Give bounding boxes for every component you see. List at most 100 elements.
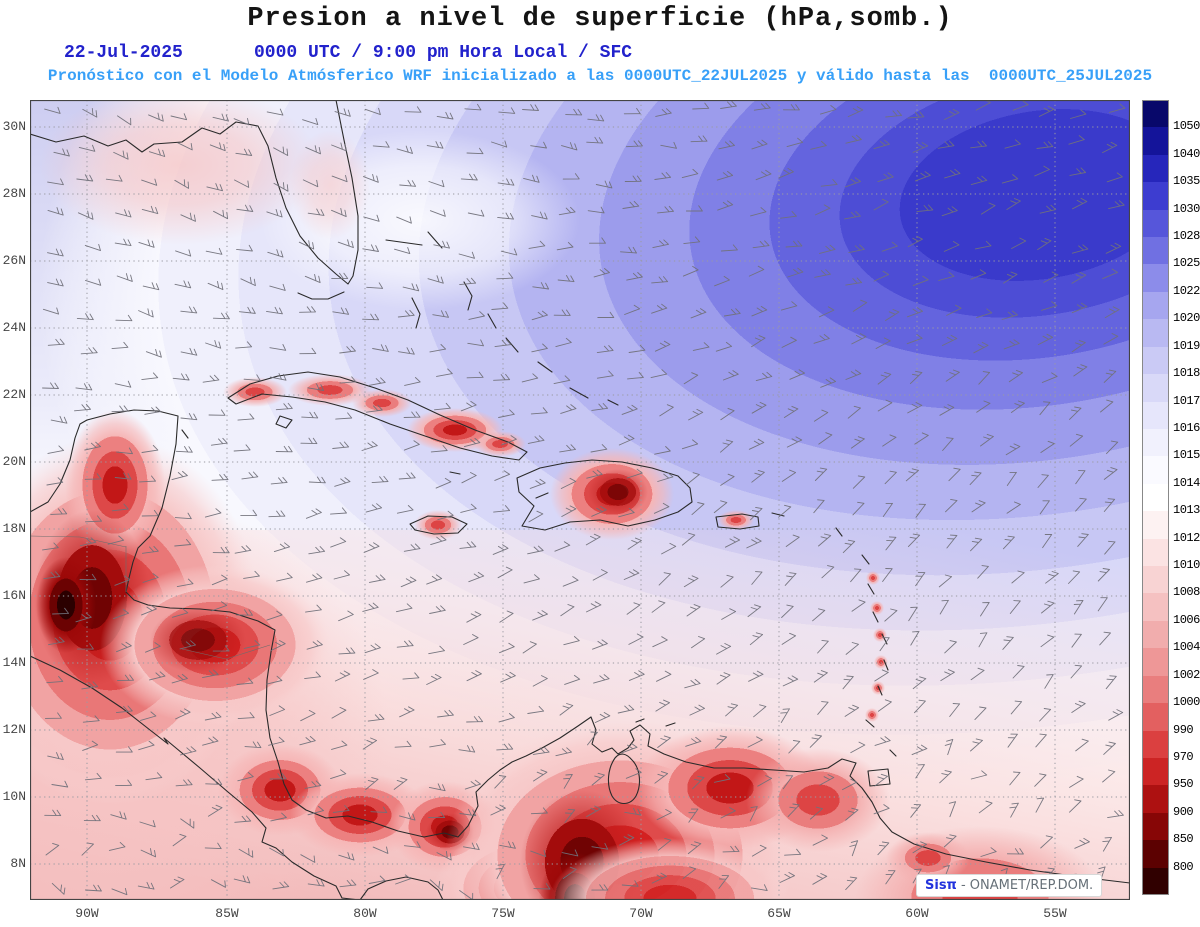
colorbar-segment [1142, 867, 1169, 896]
colorbar-label: 1025 [1173, 256, 1200, 271]
colorbar-segment [1142, 401, 1169, 430]
colorbar-segment [1142, 620, 1169, 649]
coast-pacific [29, 655, 444, 901]
colorbar-segment [1142, 100, 1169, 128]
colorbar-segment [1142, 237, 1169, 265]
lon-label: 90W [75, 906, 99, 921]
lat-label: 10N [2, 789, 26, 804]
colorbar-label: 1017 [1173, 393, 1200, 408]
watermark-brand: Sisπ [925, 878, 957, 893]
colorbar-label: 1014 [1173, 475, 1200, 490]
lat-label: 30N [2, 119, 26, 134]
colorbar-label: 1010 [1173, 558, 1200, 573]
colorbar-label: 1030 [1173, 201, 1200, 216]
colorbar-segment [1142, 785, 1169, 814]
run-time: 0000 UTC / 9:00 pm Hora Local / SFC [254, 43, 633, 63]
colorbar-segment [1142, 319, 1169, 348]
watermark-credit: - ONAMET/REP.DOM. [956, 878, 1094, 893]
colorbar-segment [1142, 127, 1169, 156]
colorbar-segment [1142, 182, 1169, 211]
colorbar-label: 950 [1173, 777, 1194, 792]
colorbar-label: 1016 [1173, 420, 1200, 435]
colorbar-label: 1035 [1173, 174, 1200, 189]
colorbar-segment [1142, 757, 1169, 786]
colorbar-label: 1018 [1173, 366, 1200, 381]
coastlines [29, 99, 1131, 901]
colorbar-segment [1142, 291, 1169, 320]
lon-label: 85W [215, 906, 239, 921]
colorbar-segment [1142, 538, 1169, 567]
lon-label: 55W [1043, 906, 1067, 921]
colorbar-label: 1000 [1173, 695, 1200, 710]
colorbar-segment [1142, 483, 1169, 512]
colorbar-label: 800 [1173, 859, 1194, 874]
colorbar-segment [1142, 511, 1169, 540]
colorbar-label: 1040 [1173, 146, 1200, 161]
lat-label: 14N [2, 655, 26, 670]
colorbar-label: 1002 [1173, 667, 1200, 682]
colorbar-segment [1142, 346, 1169, 375]
lon-label: 75W [491, 906, 515, 921]
colorbar-segment [1142, 812, 1169, 841]
lat-label: 24N [2, 320, 26, 335]
map-border [29, 99, 1131, 901]
colorbar-label: 1022 [1173, 283, 1200, 298]
colorbar-segment [1142, 264, 1169, 293]
colorbar-segment [1142, 840, 1169, 869]
coast-bahamas [181, 231, 619, 475]
colorbar-label: 1019 [1173, 338, 1200, 353]
colorbar-label: 1008 [1173, 585, 1200, 600]
lat-lon-grid [30, 100, 1130, 900]
colorbar-label: 970 [1173, 749, 1194, 764]
colorbar-label: 1020 [1173, 311, 1200, 326]
lat-label: 16N [2, 588, 26, 603]
colorbar-segment [1142, 566, 1169, 594]
lon-label: 60W [905, 906, 929, 921]
lat-label: 18N [2, 521, 26, 536]
lake-maracaibo [607, 753, 641, 805]
colorbar-segment [1142, 593, 1169, 622]
colorbar-label: 1050 [1173, 119, 1200, 134]
lat-label: 20N [2, 454, 26, 469]
colorbar-segment [1142, 374, 1169, 403]
coast-jamaica [409, 515, 468, 535]
coast-cuba [227, 371, 528, 461]
colorbar-segment [1142, 428, 1169, 457]
pressure-colorbar: 1050 1040 1035 1030 1028 1025 1022 1020 1019 1018… [1142, 100, 1200, 896]
watermark-badge: Sisπ - ONAMET/REP.DOM. [916, 874, 1103, 897]
lat-label: 8N [10, 856, 26, 871]
coast-gulf-florida [29, 99, 359, 285]
colorbar-label: 1012 [1173, 530, 1200, 545]
lat-label: 22N [2, 387, 26, 402]
coast-florida-keys [297, 291, 345, 300]
coast-hispaniola [516, 459, 693, 531]
coast-lesser-antilles [635, 512, 897, 787]
lat-label: 28N [2, 186, 26, 201]
colorbar-segment [1142, 730, 1169, 759]
colorbar-segment [1142, 675, 1169, 704]
lon-label: 70W [629, 906, 653, 921]
colorbar-label: 1006 [1173, 612, 1200, 627]
forecast-description: Pronóstico con el Modelo Atmósferico WRF… [47, 67, 1153, 85]
wind-barbs [42, 99, 1126, 901]
lat-label: 26N [2, 253, 26, 268]
lon-label: 80W [353, 906, 377, 921]
page-title: Presion a nivel de superficie (hPa,somb.… [247, 4, 953, 34]
colorbar-label: 900 [1173, 804, 1194, 819]
colorbar-segment [1142, 456, 1169, 485]
colorbar-segment [1142, 154, 1169, 183]
colorbar-label: 1015 [1173, 448, 1200, 463]
colorbar-label: 1004 [1173, 640, 1200, 655]
run-date: 22-Jul-2025 [64, 43, 183, 63]
colorbar-segment [1142, 703, 1169, 731]
colorbar-label: 1028 [1173, 229, 1200, 244]
coast-mainland-caribbean [29, 409, 1131, 884]
colorbar-segment [1142, 648, 1169, 677]
colorbar-label: 1013 [1173, 503, 1200, 518]
colorbar-segment [1142, 209, 1169, 238]
lon-label: 65W [767, 906, 791, 921]
